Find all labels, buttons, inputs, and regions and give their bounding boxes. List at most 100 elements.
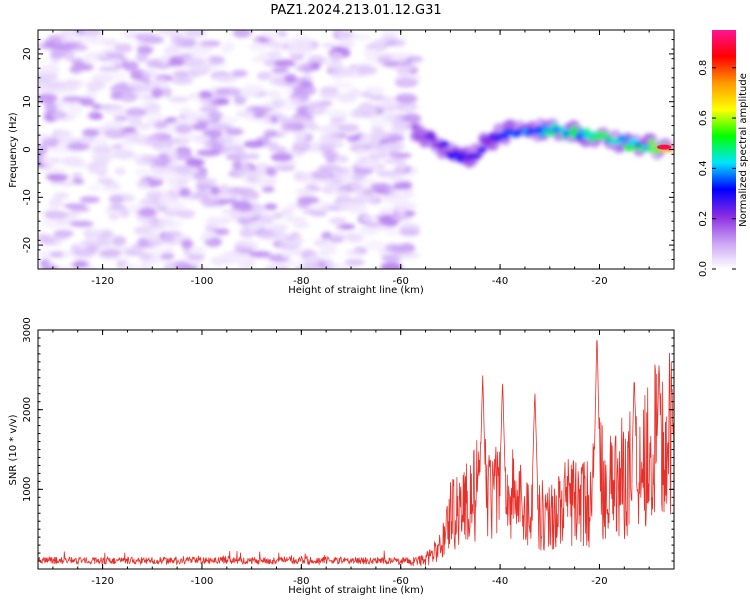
- noise-blob: [70, 262, 91, 268]
- noise-blob: [261, 115, 273, 126]
- noise-blob: [137, 237, 150, 248]
- noise-blob: [352, 167, 374, 176]
- signal-blob: [630, 137, 639, 145]
- noise-blob: [306, 105, 325, 116]
- noise-blob: [307, 124, 321, 132]
- noise-blob: [280, 207, 295, 217]
- noise-blob: [147, 135, 162, 141]
- noise-blob: [296, 196, 320, 205]
- colorbar-tick-label: 0.0: [698, 261, 709, 277]
- y-tick-label: 2000: [22, 397, 33, 422]
- noise-blob: [283, 73, 297, 84]
- noise-blob: [250, 106, 274, 112]
- noise-blob: [208, 123, 233, 131]
- noise-blob: [248, 250, 271, 258]
- noise-blob: [111, 235, 127, 246]
- noise-blob: [69, 220, 94, 228]
- noise-blob: [49, 251, 64, 258]
- noise-blob: [181, 239, 194, 250]
- noise-blob: [53, 192, 70, 200]
- noise-blob: [383, 206, 396, 214]
- spectrogram-y-ticks: -20 -10 0 10 20: [22, 29, 674, 270]
- noise-blob: [243, 83, 264, 95]
- noise-blob: [39, 155, 55, 165]
- noise-blob: [209, 194, 234, 200]
- noise-blob: [284, 216, 307, 223]
- noise-blob: [122, 60, 139, 72]
- noise-blob: [196, 265, 210, 269]
- noise-blob: [210, 185, 221, 197]
- y-tick-label: -10: [22, 189, 33, 205]
- signal-blob: [647, 138, 656, 146]
- noise-blob: [77, 247, 90, 253]
- noise-blob: [382, 255, 402, 263]
- noise-blob: [322, 151, 339, 159]
- noise-blob: [38, 133, 51, 140]
- noise-blob: [350, 110, 373, 118]
- spectrogram-x-label: Height of straight line (km): [288, 285, 424, 296]
- noise-blob: [38, 64, 61, 76]
- noise-blob: [313, 239, 327, 247]
- noise-blob: [168, 96, 189, 103]
- noise-blob: [114, 167, 126, 176]
- noise-blob: [293, 140, 309, 148]
- noise-blob: [64, 78, 80, 88]
- noise-blob: [178, 187, 191, 198]
- noise-blob: [264, 39, 280, 49]
- noise-blob: [329, 52, 344, 63]
- snr-y-ticks: 1000 2000 3000: [22, 317, 674, 562]
- noise-blob: [272, 67, 289, 74]
- noise-blob: [48, 148, 71, 154]
- noise-blob: [184, 30, 207, 38]
- noise-blob: [48, 197, 64, 209]
- snr-x-ticks: -120 -100 -80 -60 -40 -20: [52, 330, 675, 587]
- x-tick-label: -100: [191, 276, 214, 287]
- noise-blob: [396, 101, 418, 113]
- noise-blob: [270, 152, 294, 162]
- noise-blob: [385, 228, 399, 236]
- noise-blob: [329, 236, 344, 243]
- noise-blob: [232, 30, 252, 38]
- noise-blob: [361, 215, 376, 222]
- noise-blob: [114, 43, 133, 53]
- noise-blob: [344, 258, 366, 267]
- noise-blob: [138, 252, 152, 261]
- noise-blob: [106, 58, 124, 65]
- noise-blob: [310, 62, 321, 70]
- noise-blob: [198, 40, 214, 47]
- noise-blob: [384, 158, 407, 165]
- noise-blob: [167, 200, 186, 211]
- noise-blob: [87, 228, 104, 236]
- noise-blob: [67, 104, 83, 116]
- noise-blob: [363, 48, 380, 59]
- noise-blob: [87, 164, 100, 174]
- noise-blob: [330, 74, 343, 81]
- noise-blob: [328, 217, 348, 225]
- noise-blob: [346, 135, 359, 143]
- noise-blob: [84, 51, 108, 58]
- noise-blob: [177, 150, 190, 158]
- noise-blob: [345, 249, 365, 256]
- noise-blob: [359, 133, 372, 145]
- noise-blob: [381, 196, 404, 204]
- noise-blob: [61, 96, 86, 103]
- noise-blob: [136, 214, 157, 223]
- noise-blob: [167, 149, 179, 160]
- noise-blob: [268, 146, 287, 153]
- noise-blob: [365, 221, 379, 228]
- noise-blob: [159, 54, 171, 65]
- snr-frame: [37, 329, 675, 570]
- noise-blob: [69, 206, 91, 213]
- noise-blob: [302, 209, 317, 215]
- noise-blob: [71, 172, 83, 178]
- noise-blob: [280, 116, 296, 125]
- noise-blob: [44, 210, 67, 220]
- noise-blob: [175, 117, 198, 126]
- noise-blob: [78, 30, 103, 37]
- noise-blob: [121, 263, 141, 269]
- noise-blob: [270, 51, 283, 61]
- noise-blob: [175, 124, 193, 134]
- noise-blob: [364, 86, 383, 93]
- noise-blob: [161, 87, 172, 98]
- noise-blob: [307, 254, 320, 266]
